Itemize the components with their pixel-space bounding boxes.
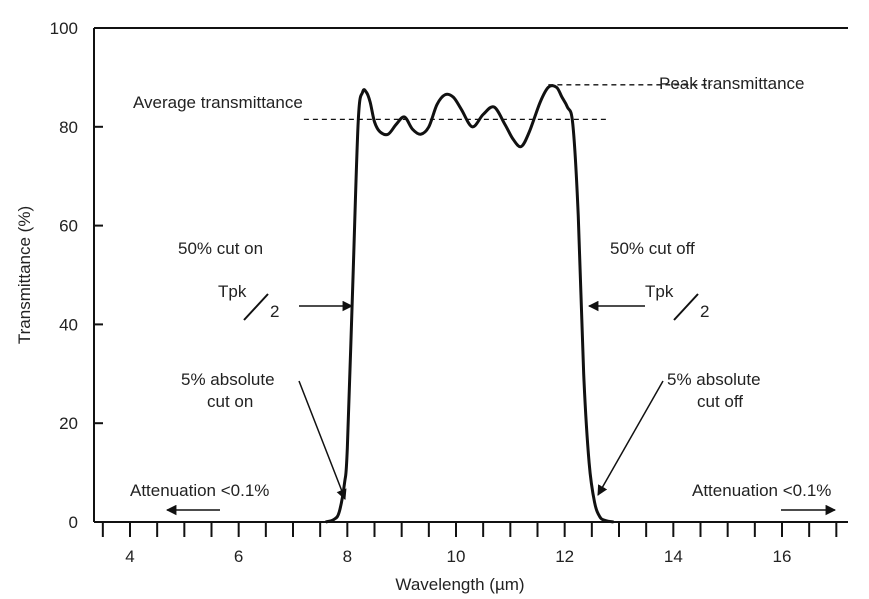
tpk-right-denominator: 2	[700, 302, 709, 321]
tpk-left-denominator: 2	[270, 302, 279, 321]
x-axis-ticks	[101, 522, 838, 537]
x-tick-label: 16	[773, 547, 792, 566]
cut-on-50-label: 50% cut on	[178, 239, 263, 258]
y-tick-labels: 0 20 40 60 80 100	[50, 19, 78, 532]
abs-cut-off-label-line2: cut off	[697, 392, 743, 411]
tpk-right-slash	[673, 293, 699, 321]
y-axis-title: Transmittance (%)	[15, 206, 34, 344]
x-tick-label: 6	[234, 547, 243, 566]
tpk-right-numerator: Tpk	[645, 282, 674, 301]
y-tick-label: 40	[59, 315, 78, 334]
attenuation-right-label: Attenuation <0.1%	[692, 481, 831, 500]
abs-cut-on-label-line1: 5% absolute	[181, 370, 275, 389]
x-tick-label: 12	[555, 547, 574, 566]
peak-transmittance-label: Peak transmittance	[659, 74, 805, 93]
abs-cut-on-label-line2: cut on	[207, 392, 253, 411]
tpk-left-numerator: Tpk	[218, 282, 247, 301]
y-tick-label: 20	[59, 414, 78, 433]
arrow-abs-cut-off	[597, 380, 664, 496]
y-tick-label: 0	[69, 513, 78, 532]
x-tick-label: 8	[343, 547, 352, 566]
y-axis-ticks	[94, 125, 103, 523]
y-tick-label: 60	[59, 217, 78, 236]
x-tick-label: 14	[664, 547, 683, 566]
y-tick-label: 80	[59, 118, 78, 137]
x-tick-label: 4	[125, 547, 134, 566]
arrow-abs-cut-on	[298, 380, 347, 500]
cut-off-50-label: 50% cut off	[610, 239, 695, 258]
average-transmittance-label: Average transmittance	[133, 93, 303, 112]
attenuation-left-label: Attenuation <0.1%	[130, 481, 269, 500]
y-tick-label: 100	[50, 19, 78, 38]
transmittance-curve	[325, 84, 614, 524]
x-axis-title: Wavelength (µm)	[395, 575, 524, 594]
x-tick-label: 10	[447, 547, 466, 566]
abs-cut-off-label-line1: 5% absolute	[667, 370, 761, 389]
x-tick-labels: 4 6 8 10 12 14 16	[125, 547, 791, 566]
tpk-left-slash	[243, 293, 269, 321]
